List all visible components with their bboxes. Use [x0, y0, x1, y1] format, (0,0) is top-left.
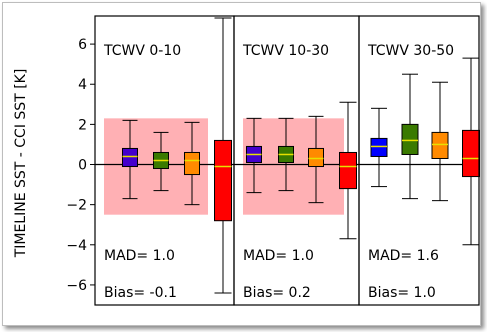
- box-body: [431, 131, 449, 159]
- box-3-4: [462, 57, 480, 246]
- bias-label: Bias= -0.1: [104, 285, 177, 301]
- box-1-4: [214, 17, 232, 294]
- box-3-3: [431, 81, 449, 202]
- box-body: [370, 137, 388, 157]
- y-tick-label: 2: [78, 117, 87, 133]
- y-tick-label: 4: [78, 77, 87, 93]
- box-body: [184, 151, 200, 176]
- panel-title: TCWV 30-50: [367, 43, 454, 59]
- y-tick-label: −6: [66, 278, 87, 294]
- box-2-1: [246, 117, 262, 194]
- box-1-1: [122, 119, 138, 200]
- y-tick-label: −2: [66, 198, 87, 214]
- box-2-4: [339, 101, 357, 240]
- panel-borders: [94, 15, 480, 306]
- panel-title: TCWV 0-10: [103, 43, 181, 59]
- box-body: [214, 139, 232, 222]
- panel-labels: TCWV 0-10 MAD= 1.0 Bias= -0.1 TCWV 10-30 MAD…: [103, 43, 454, 301]
- box-body: [339, 151, 357, 190]
- box-body: [308, 147, 324, 168]
- box-3-1: [370, 107, 388, 188]
- y-axis: −6 −4 −2 0 2 4 6: [66, 37, 95, 294]
- mad-label: MAD= 1.6: [368, 248, 439, 264]
- y-tick-label: 0: [78, 158, 87, 174]
- y-tick-label: 6: [78, 37, 87, 53]
- y-axis-label: TIMELINE SST - CCI SST [K]: [13, 69, 29, 259]
- panel-border: [358, 15, 480, 306]
- box-body: [401, 123, 419, 155]
- box-2-2: [278, 117, 294, 192]
- mad-label: MAD= 1.0: [243, 248, 314, 264]
- box-body: [462, 129, 480, 178]
- box-1-2: [153, 131, 169, 192]
- panel-title: TCWV 10-30: [242, 43, 329, 59]
- shaded-band: [243, 118, 344, 215]
- box-2-3: [308, 115, 324, 204]
- box-1-3: [184, 121, 200, 206]
- bias-label: Bias= 0.2: [243, 285, 311, 301]
- figure-frame: −6 −4 −2 0 2 4 6 TCWV 0-10 MAD= 1.0 Bias= -0.1 TC…: [2, 2, 481, 326]
- box-3-2: [401, 73, 419, 200]
- box-body: [122, 147, 138, 168]
- bias-label: Bias= 1.0: [368, 285, 436, 301]
- mad-label: MAD= 1.0: [104, 248, 175, 264]
- y-tick-label: −4: [66, 238, 87, 254]
